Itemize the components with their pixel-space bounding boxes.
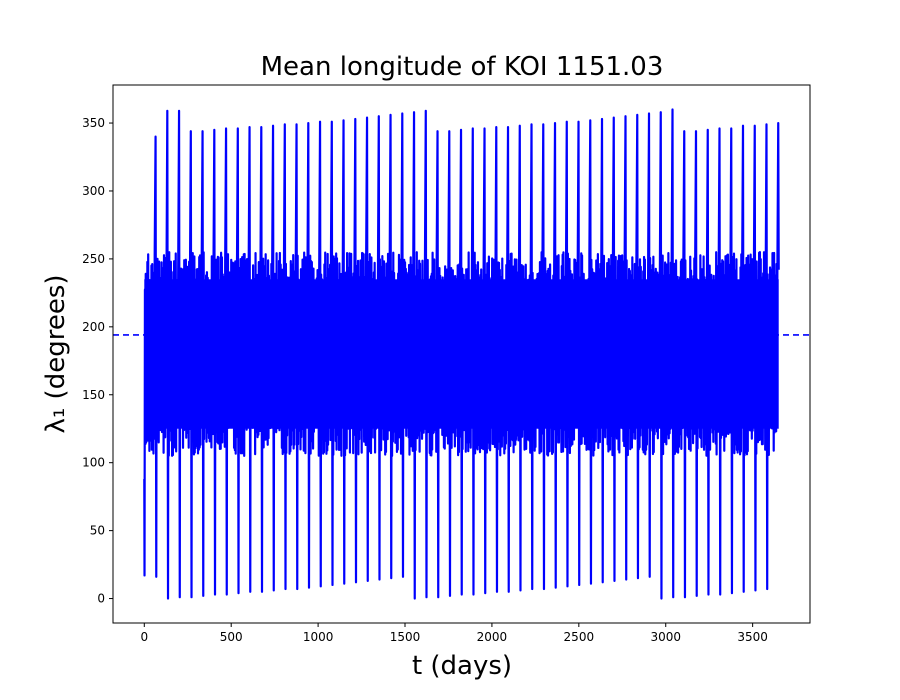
series-group (113, 108, 810, 600)
x-tick-label: 500 (220, 630, 243, 644)
y-tick-label: 250 (82, 252, 105, 266)
x-tick-label: 1000 (303, 630, 334, 644)
x-tick-label: 2500 (564, 630, 595, 644)
y-tick-label: 0 (97, 592, 105, 606)
y-tick-label: 200 (82, 320, 105, 334)
y-axis-label: λ₁ (degrees) (41, 274, 71, 433)
y-tick-label: 100 (82, 456, 105, 470)
plot-area (112, 84, 811, 624)
y-tick-label: 350 (82, 116, 105, 130)
x-tick-label: 2000 (477, 630, 508, 644)
y-axis: 0 50 100 150 200 250 300 350 (82, 116, 113, 606)
x-tick-label: 3000 (650, 630, 681, 644)
series-dense-band (144, 279, 779, 429)
x-axis-label: t (days) (412, 651, 512, 681)
y-tick-label: 150 (82, 388, 105, 402)
y-tick-label: 300 (82, 184, 105, 198)
chart-title: Mean longitude of KOI 1151.03 (261, 52, 664, 82)
x-axis: 0 500 1000 1500 2000 2500 3000 3500 (140, 623, 768, 644)
x-tick-label: 3500 (737, 630, 768, 644)
plot-frame (112, 84, 811, 624)
x-tick-label: 0 (140, 630, 148, 644)
y-tick-label: 50 (90, 524, 105, 538)
x-tick-label: 1500 (390, 630, 421, 644)
